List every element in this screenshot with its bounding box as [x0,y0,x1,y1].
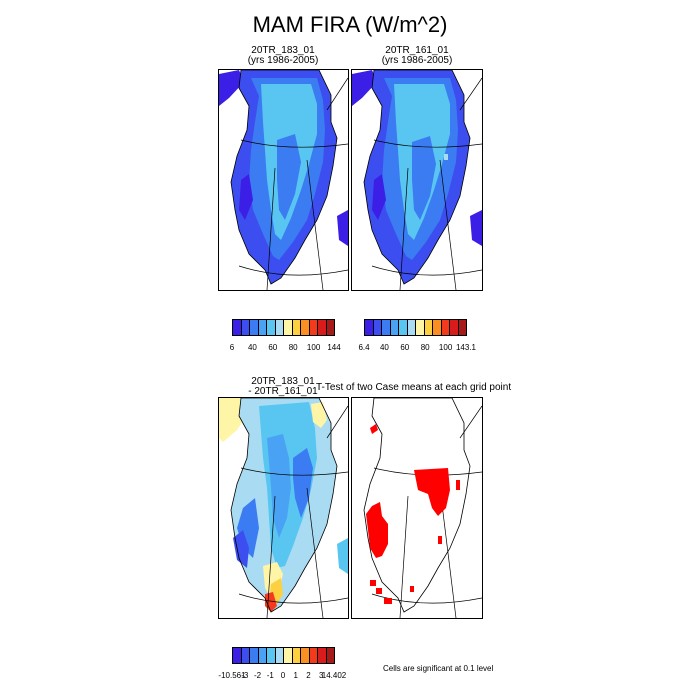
colorbar-tick-label: 6.4 [358,343,370,352]
panel-title-diff-line1: 20TR_183_01 [251,376,315,387]
colorbar-tick-label: -3 [241,671,249,680]
map-panel-case2 [351,69,483,291]
colorbar-tick-label: -2 [253,671,262,680]
coastline-ttest [363,398,471,613]
colorbar-tick-label: 143.1 [455,343,477,352]
map-field-case1 [219,70,348,284]
footnote: Cells are significant at 0.1 level [383,664,494,673]
panel-title-ttest: T-Test of two Case means at each grid po… [316,382,512,393]
panel-title-case2-line1: 20TR_161_01 [385,45,449,56]
significant-cells [366,424,460,604]
colorbar-tick-label: 80 [420,343,430,352]
colorbar-tick-label: 144 [327,343,341,352]
colorbar-tick-label: -1 [266,671,274,680]
colorbar-tick-label: 60 [268,343,278,352]
colorbar-tick-label: 0 [280,671,286,680]
panel-title-case1: 20TR_183_01 (yrs 1986-2005) [218,46,348,66]
colorbar-tick-label: 6 [229,343,235,352]
colorbar-tick-label: 2 [306,671,311,680]
panel-title-diff: 20TR_183_01 - 20TR_161_01 [218,377,348,397]
colorbar-tick-label: 40 [247,343,257,352]
panel-title-case2: 20TR_161_01 (yrs 1986-2005) [352,46,482,66]
coastline-case2 [363,70,471,285]
colorbar-case2: 6.4 40 60 80 100 143.1 [358,319,476,359]
colorbar-swatch [325,647,335,664]
map-panel-diff [218,397,349,619]
map-field-case2 [352,70,482,284]
colorbar-diff: -10.561 -3 -2 -1 0 1 2 3 14.402 [218,647,346,687]
colorbar-swatch [457,319,467,336]
map-field-diff [219,398,348,612]
coastline-diff [230,398,338,613]
coastline-case1 [230,70,338,285]
colorbar-tick-label: 3 [319,671,324,680]
panel-title-case2-line2: (yrs 1986-2005) [381,55,453,66]
panel-title-case1-line2: (yrs 1986-2005) [247,55,319,66]
colorbar-tick-label: 14.402 [321,671,347,680]
colorbar-tick-label: 100 [306,343,321,352]
colorbar-tick-label: 60 [400,343,410,352]
map-grid-diff [238,405,348,618]
figure-title: MAM FIRA (W/m^2) [252,12,448,37]
colorbar-tick-label: 80 [288,343,298,352]
panel-title-case1-line1: 20TR_183_01 [251,45,315,56]
panel-title-diff-line2: - 20TR_161_01 [248,386,318,397]
map-panel-case1 [218,69,349,291]
colorbar-swatch [325,319,335,336]
colorbar-tick-label: 100 [438,343,453,352]
colorbar-tick-label: 1 [293,671,298,680]
map-panel-ttest [351,397,483,619]
map-grid-ttest [371,405,482,618]
colorbar-tick-label: 40 [379,343,389,352]
colorbar-case1: 6 40 60 80 100 144 [229,319,341,359]
colorbar-tick-label: -10.561 [218,671,246,680]
